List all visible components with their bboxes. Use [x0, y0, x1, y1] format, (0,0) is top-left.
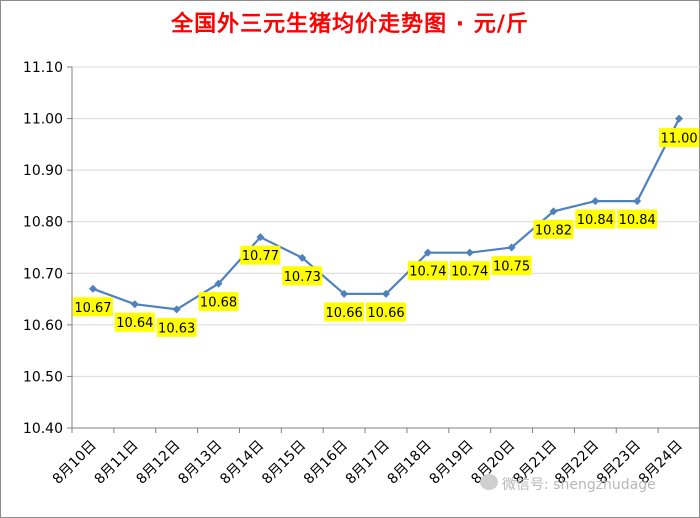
data-label-box [533, 219, 574, 239]
data-label-box [156, 317, 197, 337]
data-label-text: 10.84 [577, 213, 614, 228]
data-label-text: 10.82 [535, 223, 572, 238]
x-tick-label: 8月11日 [92, 438, 142, 488]
x-tick-label: 8月17日 [343, 438, 393, 488]
y-tick-label: 11.10 [23, 60, 63, 76]
x-tick-label: 8月16日 [301, 438, 351, 488]
data-label: 10.64 [114, 312, 155, 332]
data-label: 10.74 [449, 261, 490, 281]
data-label-text: 10.77 [242, 249, 279, 264]
gridlines [67, 66, 700, 429]
data-label-text: 10.63 [158, 321, 195, 336]
x-tick-label: 8月13日 [175, 438, 225, 488]
y-tick-label: 11.00 [23, 112, 63, 128]
data-label-box [366, 302, 406, 322]
data-label: 10.66 [366, 302, 406, 322]
x-tick-label: 8月19日 [427, 438, 477, 488]
data-point [591, 197, 600, 206]
data-label-box [659, 128, 700, 148]
data-label: 10.63 [156, 317, 197, 337]
data-label: 10.66 [324, 302, 365, 322]
data-label-text: 10.68 [200, 296, 237, 311]
data-point [382, 289, 390, 298]
y-tick-label: 10.40 [23, 421, 63, 437]
data-label-text: 11.00 [660, 132, 697, 147]
data-point [340, 289, 349, 298]
x-tick-label: 8月10日 [50, 438, 100, 488]
data-point [465, 248, 474, 257]
data-label-box [240, 245, 281, 265]
data-label-box [491, 256, 532, 275]
data-labels: 10.67 10.64 10.63 10.68 10.77 10.73 10.66 10.66… [72, 128, 700, 337]
data-label-box [114, 312, 155, 332]
wechat-icon [480, 474, 498, 490]
data-label-box [324, 302, 365, 322]
y-tick-label: 10.50 [23, 369, 63, 385]
y-tick-label: 10.70 [23, 266, 63, 282]
data-label-text: 10.64 [116, 316, 153, 331]
data-label: 10.67 [72, 297, 113, 317]
data-label: 11.00 [659, 128, 700, 148]
data-label: 10.82 [533, 219, 574, 239]
data-label: 10.73 [282, 266, 323, 286]
data-label-text: 10.84 [619, 213, 656, 228]
y-tick-label: 10.60 [23, 318, 63, 334]
data-label: 10.75 [491, 256, 532, 275]
y-tick-label: 10.80 [23, 215, 63, 231]
data-point [298, 253, 307, 262]
data-label-box [72, 297, 113, 317]
data-label-box [407, 261, 448, 281]
data-label-box [449, 261, 490, 281]
data-label-text: 10.73 [284, 270, 321, 285]
data-label-box [575, 209, 616, 229]
x-tick-label: 8月12日 [133, 438, 183, 488]
data-label-box [198, 292, 239, 312]
data-point [675, 114, 684, 123]
data-label-box [617, 209, 658, 229]
watermark-text: 微信号: shengzhudage [502, 477, 656, 493]
data-point [507, 243, 516, 252]
data-label-text: 10.74 [409, 265, 446, 280]
data-label: 10.84 [575, 209, 616, 229]
data-point [88, 284, 97, 293]
data-label: 10.68 [198, 292, 239, 312]
y-axis: 10.40 10.50 10.60 10.70 10.80 10.90 11.00 11.10 [23, 60, 73, 437]
data-point [633, 197, 642, 206]
data-label-text: 10.67 [74, 301, 111, 316]
data-point [172, 305, 181, 314]
data-point [214, 279, 223, 288]
data-point [549, 207, 558, 216]
data-label-box [282, 266, 323, 286]
data-point [256, 233, 265, 242]
data-label-text: 10.74 [451, 265, 488, 280]
y-tick-label: 10.90 [23, 163, 63, 179]
data-label: 10.74 [407, 261, 448, 281]
data-point [423, 248, 432, 257]
series-line [88, 114, 684, 314]
data-label: 10.77 [240, 245, 281, 265]
data-label-text: 10.66 [326, 306, 363, 321]
data-label: 10.84 [617, 209, 658, 229]
x-tick-label: 8月18日 [385, 438, 435, 488]
chart-title: 全国外三元生猪均价走势图 · 元/斤 [171, 12, 529, 37]
data-label-text: 10.75 [493, 260, 530, 275]
x-tick-label: 8月14日 [217, 438, 267, 488]
data-label-text: 10.66 [367, 306, 404, 321]
data-point [130, 300, 139, 309]
x-tick-label: 8月15日 [259, 438, 309, 488]
